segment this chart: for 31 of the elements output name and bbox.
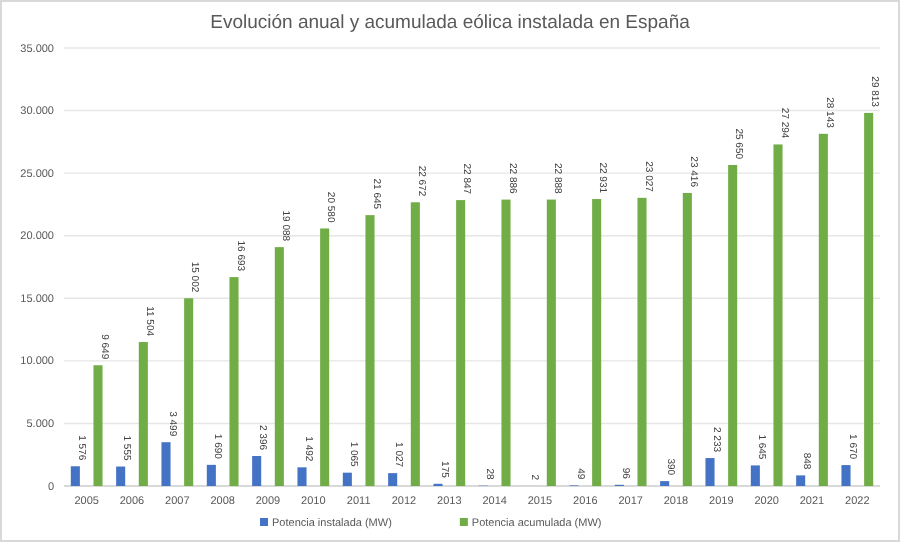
bar [138,342,148,486]
bar [388,473,398,486]
bar [229,277,239,486]
bar [841,465,851,486]
bar [320,228,330,486]
bar [297,467,307,486]
bar [93,365,103,486]
chart-title: Evolución anual y acumulada eólica instalada en España [210,12,692,34]
bar [206,464,216,486]
bar [184,298,194,486]
bar [773,144,783,486]
bar [592,199,602,486]
bar [682,192,692,486]
bar [864,112,874,486]
bar [70,466,80,486]
bar [410,202,420,486]
bar [750,465,760,486]
bar [637,197,647,486]
bar [546,199,556,486]
bar [501,199,511,486]
bar [705,458,715,486]
bar [796,475,806,486]
bar [342,472,352,486]
bar [365,215,375,486]
bar [274,247,284,486]
bar [818,133,828,486]
bar [456,200,466,486]
bar [116,466,126,486]
bar [728,165,738,486]
bar [161,442,171,486]
bar [252,456,262,486]
